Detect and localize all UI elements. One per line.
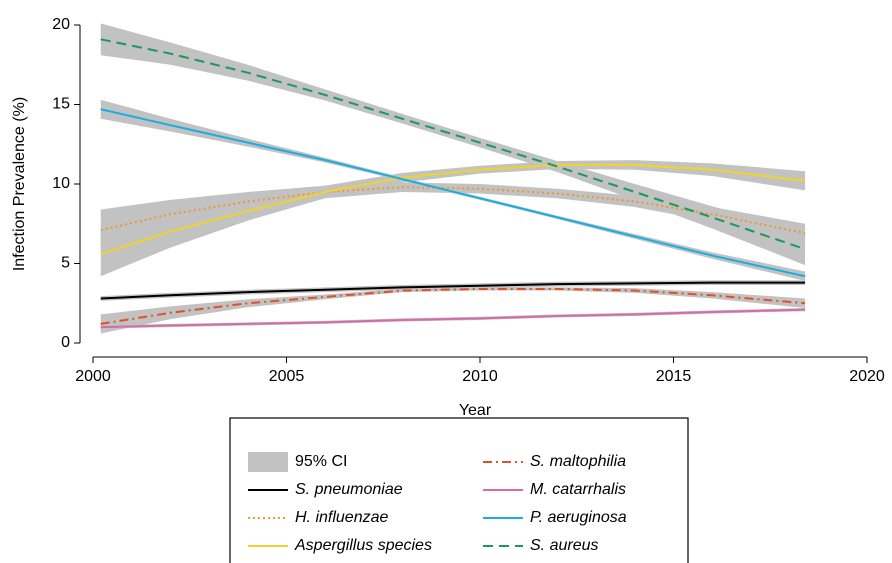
ci-band	[100, 99, 806, 281]
series-line	[100, 281, 806, 300]
y-tick-label: 20	[52, 16, 70, 33]
x-tick-label: 2000	[75, 368, 111, 385]
legend-label: 95% CI	[295, 453, 347, 470]
series-line	[100, 163, 806, 255]
series-line	[100, 108, 806, 278]
ci-band	[100, 23, 806, 266]
legend-swatch	[248, 452, 288, 472]
y-tick-label: 10	[52, 175, 70, 192]
series-line	[100, 287, 806, 325]
legend-label: H. influenzae	[295, 509, 388, 526]
ci-band	[100, 287, 806, 334]
legend-label: S. pneumoniae	[295, 481, 403, 498]
series-line	[100, 186, 806, 235]
legend-label: Aspergillus species	[294, 537, 432, 554]
series-line	[100, 308, 806, 329]
x-tick-label: 2015	[656, 368, 692, 385]
series-line	[100, 38, 806, 251]
x-tick-label: 2020	[849, 368, 885, 385]
x-tick-label: 2005	[269, 368, 305, 385]
legend-label: S. aureus	[530, 537, 598, 554]
x-axis-label: Year	[459, 402, 492, 419]
x-tick-label: 2010	[462, 368, 498, 385]
legend-label: P. aeruginosa	[530, 509, 627, 526]
ci-band	[100, 280, 806, 301]
y-tick-label: 15	[52, 96, 70, 113]
y-axis-label: Infection Prevalence (%)	[11, 97, 28, 271]
y-tick-label: 0	[61, 334, 70, 351]
y-tick-label: 5	[61, 255, 70, 272]
legend-label: M. catarrhalis	[530, 481, 626, 498]
legend-label: S. maltophilia	[530, 453, 626, 470]
legend-box	[229, 417, 689, 563]
